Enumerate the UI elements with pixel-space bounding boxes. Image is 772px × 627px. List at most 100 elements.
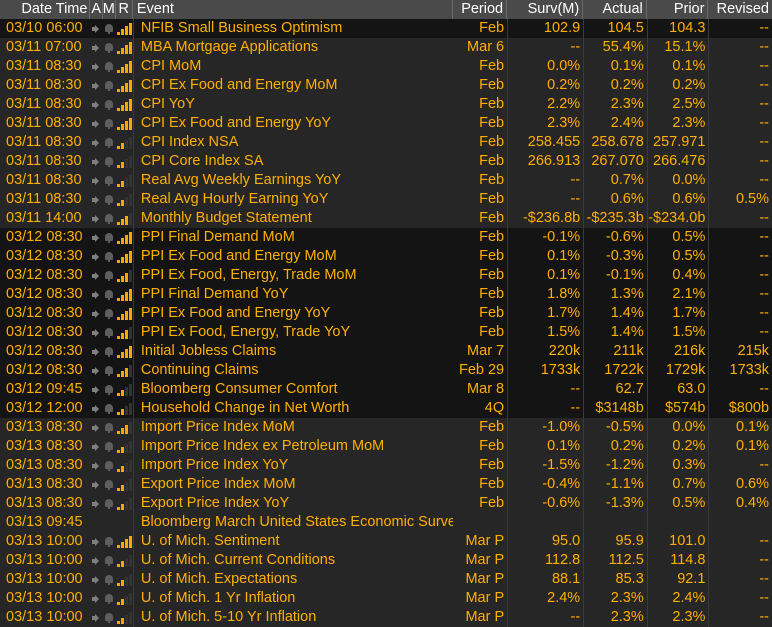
- speaker-icon[interactable]: [92, 613, 101, 623]
- speaker-icon[interactable]: [92, 62, 101, 72]
- memo-cell[interactable]: [103, 494, 116, 513]
- event-name[interactable]: PPI Ex Food and Energy YoY: [132, 304, 453, 323]
- table-row[interactable]: 03/13 10:00 U. of Mich. 5-10 Yr Inflation…: [0, 608, 772, 627]
- speaker-icon[interactable]: [92, 290, 101, 300]
- memo-cell[interactable]: [103, 171, 116, 190]
- speaker-icon[interactable]: [92, 575, 101, 585]
- speaker-icon[interactable]: [92, 461, 101, 471]
- alert-cell[interactable]: [91, 57, 104, 76]
- table-row[interactable]: 03/13 10:00 U. of Mich. Expectations Mar P…: [0, 570, 772, 589]
- alert-cell[interactable]: [91, 266, 104, 285]
- bell-icon[interactable]: [105, 536, 114, 547]
- bell-icon[interactable]: [105, 270, 114, 281]
- bell-icon[interactable]: [105, 42, 114, 53]
- memo-cell[interactable]: [103, 437, 116, 456]
- event-name[interactable]: PPI Ex Food and Energy MoM: [132, 247, 453, 266]
- memo-cell[interactable]: [103, 285, 116, 304]
- bell-icon[interactable]: [105, 156, 114, 167]
- memo-cell[interactable]: [103, 475, 116, 494]
- memo-cell[interactable]: [103, 361, 116, 380]
- speaker-icon[interactable]: [92, 24, 101, 34]
- alert-cell[interactable]: [91, 133, 104, 152]
- event-name[interactable]: U. of Mich. 5-10 Yr Inflation: [132, 608, 453, 627]
- bell-icon[interactable]: [105, 593, 114, 604]
- speaker-icon[interactable]: [92, 404, 101, 414]
- event-name[interactable]: NFIB Small Business Optimism: [132, 19, 453, 38]
- table-row[interactable]: 03/12 08:30 PPI Ex Food and Energy MoM Feb…: [0, 247, 772, 266]
- table-row[interactable]: 03/13 09:45 Bloomberg March United States…: [0, 513, 772, 532]
- speaker-icon[interactable]: [92, 176, 101, 186]
- table-row[interactable]: 03/13 08:30 Import Price Index ex Petrole…: [0, 437, 772, 456]
- bell-icon[interactable]: [105, 555, 114, 566]
- table-row[interactable]: 03/13 10:00 U. of Mich. Current Condition…: [0, 551, 772, 570]
- speaker-icon[interactable]: [92, 43, 101, 53]
- bell-icon[interactable]: [105, 99, 114, 110]
- speaker-icon[interactable]: [92, 328, 101, 338]
- table-row[interactable]: 03/11 08:30 CPI MoM Feb 0.0% 0.1% 0.1% --: [0, 57, 772, 76]
- alert-cell[interactable]: [91, 209, 104, 228]
- event-name[interactable]: Export Price Index YoY: [132, 494, 453, 513]
- header-actual[interactable]: Actual: [583, 0, 647, 19]
- memo-cell[interactable]: [103, 152, 116, 171]
- bell-icon[interactable]: [105, 403, 114, 414]
- speaker-icon[interactable]: [92, 252, 101, 262]
- event-name[interactable]: CPI YoY: [132, 95, 453, 114]
- alert-cell[interactable]: [91, 190, 104, 209]
- table-row[interactable]: 03/10 06:00 NFIB Small Business Optimism F…: [0, 19, 772, 38]
- event-name[interactable]: CPI Ex Food and Energy YoY: [132, 114, 453, 133]
- alert-cell[interactable]: [91, 19, 104, 38]
- table-row[interactable]: 03/11 08:30 CPI Ex Food and Energy YoY Feb…: [0, 114, 772, 133]
- speaker-icon[interactable]: [92, 594, 101, 604]
- memo-cell[interactable]: [103, 456, 116, 475]
- bell-icon[interactable]: [105, 441, 114, 452]
- table-row[interactable]: 03/12 08:30 PPI Ex Food and Energy YoY Feb…: [0, 304, 772, 323]
- memo-cell[interactable]: [103, 133, 116, 152]
- speaker-icon[interactable]: [92, 537, 101, 547]
- bell-icon[interactable]: [105, 327, 114, 338]
- alert-cell[interactable]: [91, 570, 104, 589]
- event-name[interactable]: U. of Mich. 1 Yr Inflation: [132, 589, 453, 608]
- event-name[interactable]: U. of Mich. Current Conditions: [132, 551, 453, 570]
- alert-cell[interactable]: [91, 76, 104, 95]
- bell-icon[interactable]: [105, 346, 114, 357]
- table-row[interactable]: 03/13 08:30 Import Price Index MoM Feb -1.0…: [0, 418, 772, 437]
- memo-cell[interactable]: [103, 342, 116, 361]
- table-row[interactable]: 03/13 08:30 Export Price Index MoM Feb -0.4…: [0, 475, 772, 494]
- speaker-icon[interactable]: [92, 81, 101, 91]
- bell-icon[interactable]: [105, 232, 114, 243]
- table-row[interactable]: 03/12 08:30 PPI Final Demand MoM Feb -0.1% -…: [0, 228, 772, 247]
- speaker-icon[interactable]: [92, 347, 101, 357]
- speaker-icon[interactable]: [92, 119, 101, 129]
- memo-cell[interactable]: [103, 57, 116, 76]
- bell-icon[interactable]: [105, 175, 114, 186]
- alert-cell[interactable]: [91, 95, 104, 114]
- bell-icon[interactable]: [105, 251, 114, 262]
- memo-cell[interactable]: [103, 380, 116, 399]
- header-revised[interactable]: Revised: [716, 1, 769, 17]
- alert-cell[interactable]: [91, 285, 104, 304]
- bell-icon[interactable]: [105, 213, 114, 224]
- table-row[interactable]: 03/11 08:30 CPI Ex Food and Energy MoM Feb…: [0, 76, 772, 95]
- event-name[interactable]: Household Change in Net Worth: [132, 399, 453, 418]
- speaker-icon[interactable]: [92, 214, 101, 224]
- memo-cell[interactable]: [103, 399, 116, 418]
- speaker-icon[interactable]: [92, 233, 101, 243]
- memo-cell[interactable]: [103, 570, 116, 589]
- alert-cell[interactable]: [91, 361, 104, 380]
- alert-cell[interactable]: [91, 456, 104, 475]
- memo-cell[interactable]: [103, 247, 116, 266]
- speaker-icon[interactable]: [92, 271, 101, 281]
- header-relevance[interactable]: R: [116, 0, 133, 19]
- event-name[interactable]: U. of Mich. Expectations: [132, 570, 453, 589]
- event-name[interactable]: PPI Final Demand MoM: [132, 228, 453, 247]
- memo-cell[interactable]: [103, 266, 116, 285]
- bell-icon[interactable]: [105, 80, 114, 91]
- bell-icon[interactable]: [105, 498, 114, 509]
- header-memo[interactable]: M: [103, 0, 116, 19]
- memo-cell[interactable]: [103, 38, 116, 57]
- header-prior[interactable]: Prior: [647, 0, 709, 19]
- event-name[interactable]: Monthly Budget Statement: [132, 209, 453, 228]
- bell-icon[interactable]: [105, 384, 114, 395]
- event-name[interactable]: CPI Core Index SA: [132, 152, 453, 171]
- table-row[interactable]: 03/11 08:30 Real Avg Hourly Earning YoY Fe…: [0, 190, 772, 209]
